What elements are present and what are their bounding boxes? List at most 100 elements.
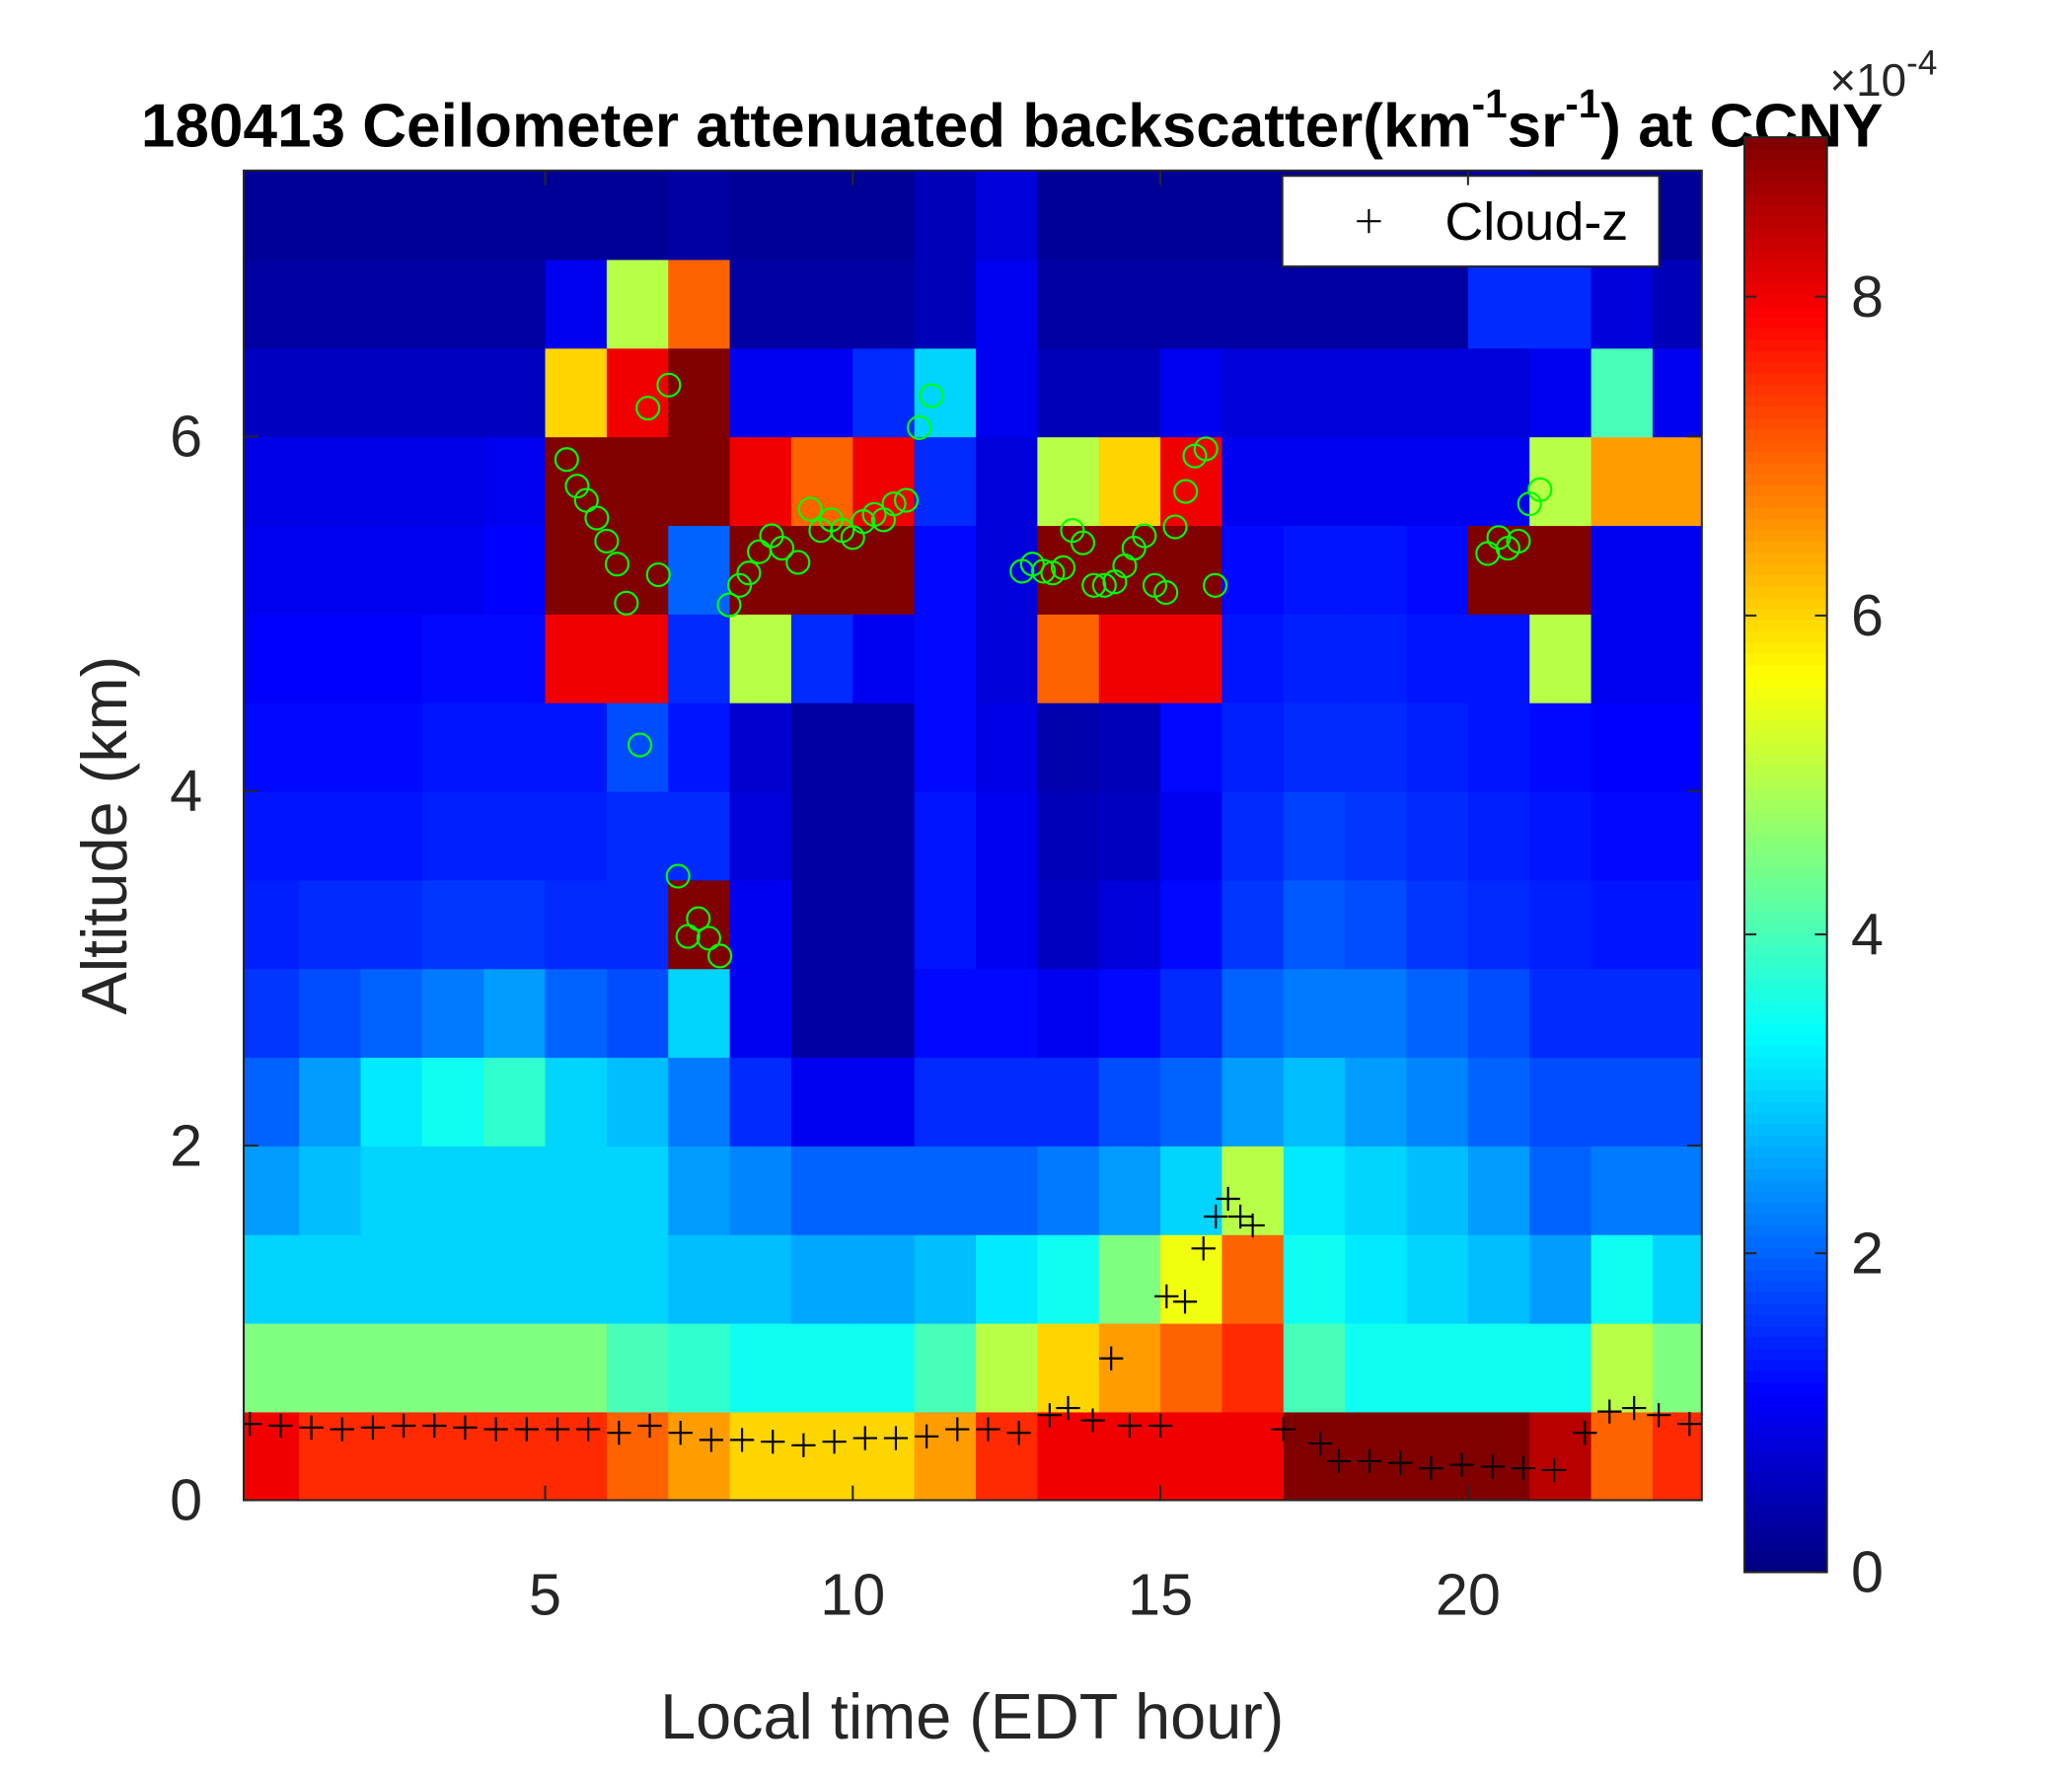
heat-cell: [243, 614, 300, 703]
colorbar-swatch: [1743, 1459, 1827, 1472]
heat-cell: [976, 879, 1039, 970]
heat-cell: [1652, 614, 1702, 703]
cloud-z-marker: [1542, 1457, 1567, 1483]
colorbar-swatch: [1743, 641, 1827, 654]
heat-cell: [243, 879, 300, 970]
colorbar-swatch: [1743, 1246, 1827, 1260]
colorbar-swatch: [1743, 1438, 1827, 1450]
heat-cell: [1529, 702, 1592, 792]
heat-cell: [243, 436, 300, 527]
colorbar-swatch: [1743, 495, 1827, 508]
heat-cell: [1160, 879, 1223, 970]
heat-cell: [1345, 436, 1408, 527]
cloud-base-marker: [785, 550, 811, 575]
heat-cell: [421, 436, 484, 527]
heat-cell: [421, 702, 484, 792]
colorbar-swatch: [1743, 1561, 1827, 1574]
heat-cell: [1345, 1322, 1408, 1413]
heat-cell: [1591, 702, 1654, 792]
heat-cell: [852, 347, 916, 438]
colorbar-swatch: [1743, 999, 1827, 1013]
heat-cell: [852, 1322, 916, 1413]
heat-cell: [790, 879, 854, 970]
heat-cell: [852, 170, 916, 260]
heat-cell: [1652, 170, 1702, 260]
heat-cell: [1345, 1146, 1408, 1235]
heat-cell: [790, 347, 854, 438]
heat-cell: [1652, 436, 1702, 527]
heat-cell: [1652, 1057, 1702, 1147]
heat-cell: [360, 1233, 423, 1324]
heat-cell: [1160, 259, 1223, 349]
heat-cell: [914, 790, 977, 881]
cloud-z-marker: [1573, 1421, 1597, 1445]
colorbar-swatch: [1743, 238, 1827, 251]
cloud-z-marker: [483, 1417, 508, 1442]
heat-cell: [606, 1057, 670, 1147]
heat-cell: [1037, 614, 1100, 703]
colorbar-swatch: [1743, 316, 1827, 330]
heat-cell: [914, 614, 977, 703]
heat-cell: [1345, 1411, 1408, 1501]
heat-cell: [729, 347, 792, 438]
heat-cell: [1283, 702, 1346, 792]
heat-cell: [1037, 790, 1100, 881]
heat-cell: [1591, 790, 1654, 881]
title-part: -1: [1565, 81, 1600, 126]
colorbar-swatch: [1743, 1045, 1827, 1058]
cloud-base-marker: [1162, 514, 1188, 540]
colorbar-swatch: [1743, 652, 1827, 665]
heat-cell: [1467, 1146, 1531, 1235]
cloud-base-marker: [907, 414, 932, 440]
heat-cell: [1529, 614, 1592, 703]
heat-cell: [299, 1322, 362, 1413]
heat-cell: [299, 170, 362, 260]
heat-cell: [1037, 1146, 1100, 1235]
colorbar-swatch: [1743, 865, 1827, 878]
heat-cell: [790, 1146, 854, 1235]
heat-cell: [729, 1057, 792, 1147]
heat-cell: [1098, 1057, 1161, 1147]
colorbar-swatch: [1743, 215, 1827, 228]
heat-cell: [914, 702, 977, 792]
colorbar-swatch: [1743, 249, 1827, 261]
heat-cell: [1345, 614, 1408, 703]
chart-title: 180413 Ceilometer attenuated backscatter…: [141, 81, 1884, 161]
colorbar-tick-label: 8: [1851, 263, 1884, 330]
cloud-z-marker: [791, 1433, 816, 1457]
colorbar-tick-label: 6: [1851, 582, 1884, 648]
heat-cell: [668, 968, 731, 1059]
heat-cell: [1652, 968, 1702, 1059]
heat-cell: [606, 702, 670, 792]
colorbar: 0 2 4 6 8: [1742, 136, 1884, 1605]
colorbar-swatch: [1743, 989, 1827, 1001]
heat-cell: [1283, 347, 1346, 438]
heat-cell: [545, 259, 608, 349]
heat-cell: [1652, 702, 1702, 792]
heat-cell: [790, 790, 854, 881]
cloud-base-marker: [881, 491, 907, 517]
heat-cell: [668, 790, 731, 881]
heat-cell: [1098, 1146, 1161, 1235]
colorbar-swatch: [1743, 1179, 1827, 1192]
title-part: -1: [1472, 81, 1508, 126]
heat-cell: [1160, 170, 1223, 260]
colorbar-swatch: [1743, 675, 1827, 688]
colorbar-swatch: [1743, 608, 1827, 621]
cloud-base-marker: [736, 560, 762, 586]
colorbar-swatch: [1743, 361, 1827, 374]
colorbar-swatch: [1743, 1011, 1827, 1024]
heat-cell: [1098, 347, 1161, 438]
colorbar-swatch: [1743, 1202, 1827, 1215]
colorbar-swatch: [1743, 260, 1827, 273]
colorbar-swatch: [1743, 1056, 1827, 1069]
heat-cell: [976, 790, 1039, 881]
heat-cell: [1283, 1057, 1346, 1147]
colorbar-swatch: [1743, 742, 1827, 755]
heat-cell: [606, 968, 670, 1059]
colorbar-swatch: [1743, 978, 1827, 991]
heat-cell: [668, 436, 731, 527]
colorbar-swatch: [1743, 596, 1827, 610]
heat-cell: [1591, 1322, 1654, 1413]
heat-cell: [976, 525, 1039, 615]
